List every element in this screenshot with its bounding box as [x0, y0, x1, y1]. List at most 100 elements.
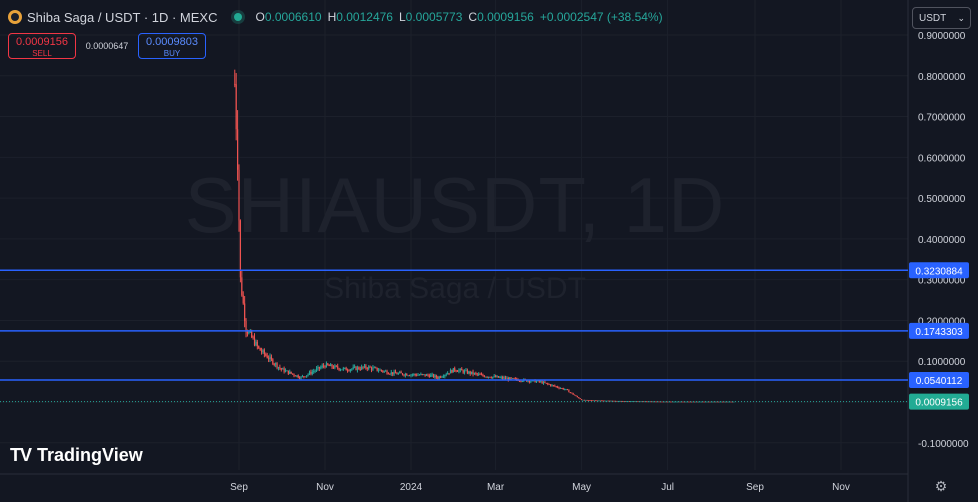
candle-body: [637, 401, 639, 403]
candle-body: [420, 374, 422, 375]
candle-body: [466, 370, 468, 374]
candle-body: [494, 376, 497, 378]
candle-body: [690, 401, 693, 403]
candle-body: [417, 374, 419, 376]
candle-body: [362, 366, 364, 368]
tradingview-wordmark: TradingView: [37, 445, 143, 465]
candle-body: [606, 400, 608, 402]
candle-body: [330, 364, 332, 367]
candle-body: [268, 358, 270, 360]
candle-body: [679, 401, 681, 403]
symbol-title[interactable]: Shiba Saga / USDT · 1D · MEXC: [27, 9, 218, 25]
candle-body: [492, 376, 494, 378]
candle-body: [706, 401, 708, 403]
candle-body: [383, 370, 385, 372]
candle-body: [448, 373, 450, 374]
open-label: O: [255, 10, 265, 24]
symbol-header: Shiba Saga / USDT · 1D · MEXC O0.0006610…: [8, 8, 663, 26]
candle-body: [331, 364, 333, 368]
candle-body: [341, 369, 343, 371]
low-value: 0.0005773: [405, 10, 463, 24]
candle-body: [596, 400, 598, 402]
candle-body: [513, 378, 515, 379]
candle-body: [599, 400, 601, 402]
candle-body: [509, 377, 511, 380]
candle-body: [361, 366, 363, 370]
candle-body: [317, 366, 319, 369]
candle-body: [655, 401, 657, 403]
candle-body: [669, 401, 672, 403]
candle-body: [518, 380, 521, 382]
sell-button[interactable]: 0.0009156 SELL: [8, 33, 76, 59]
candle-body: [313, 371, 315, 373]
candle-body: [719, 401, 721, 403]
currency-select[interactable]: USDT ⌄: [912, 7, 971, 29]
candle-body: [416, 374, 418, 376]
candle-body: [258, 346, 260, 349]
candle-body: [297, 375, 299, 378]
candle-body: [245, 320, 247, 332]
candle-body: [345, 367, 347, 371]
candle-body: [672, 401, 674, 403]
gear-icon[interactable]: ⚙: [934, 478, 948, 494]
candle-body: [322, 365, 325, 367]
candle-body: [490, 377, 492, 379]
candle-body: [269, 356, 271, 360]
candle-body: [379, 369, 381, 371]
candle-body: [337, 366, 339, 369]
candle-body: [619, 400, 621, 402]
tradingview-logo[interactable]: TV TradingView: [10, 445, 143, 466]
candle-body: [578, 397, 580, 399]
candle-body: [373, 367, 375, 369]
candle-body: [717, 401, 719, 403]
candle-body: [510, 377, 512, 379]
candle-body: [307, 374, 309, 376]
candle-body: [441, 376, 443, 378]
candle-body: [483, 375, 485, 377]
candle-body: [609, 400, 611, 402]
candle-body: [521, 381, 523, 382]
candle-body: [709, 401, 711, 403]
market-status-icon[interactable]: [233, 13, 242, 21]
x-axis-tick-label: Sep: [230, 482, 248, 493]
candle-body: [461, 368, 463, 371]
candle-body: [406, 373, 408, 376]
candle-body: [369, 366, 371, 368]
candle-body: [428, 375, 430, 377]
candle-body: [607, 400, 609, 402]
candle-body: [385, 370, 387, 372]
candle-body: [486, 376, 488, 378]
candle-body: [325, 363, 328, 368]
sell-label: SELL: [32, 49, 52, 58]
candle-body: [582, 399, 584, 401]
candle-body: [571, 392, 573, 394]
candle-body: [573, 394, 576, 396]
candle-body: [568, 390, 570, 393]
candle-body: [456, 371, 459, 372]
candle-body: [321, 365, 323, 368]
candle-body: [355, 366, 357, 371]
candle-body: [647, 401, 649, 403]
candle-body: [342, 368, 344, 370]
candle-body: [279, 367, 281, 369]
candle-body: [506, 377, 508, 379]
buy-button[interactable]: 0.0009803 BUY: [138, 33, 206, 59]
candle-body: [311, 371, 313, 374]
candle-body: [535, 381, 538, 383]
candle-body: [597, 400, 600, 402]
candle-body: [514, 378, 516, 380]
candle-body: [447, 373, 449, 375]
candle-body: [266, 355, 268, 359]
candle-body: [631, 401, 633, 403]
candle-body: [411, 374, 414, 376]
candle-body: [579, 398, 581, 400]
candle-body: [496, 376, 498, 378]
candle-body: [575, 395, 577, 397]
candle-body: [387, 373, 390, 375]
tradingview-mark-icon: TV: [10, 445, 32, 465]
y-axis-tick-label: 0.7000000: [918, 113, 966, 124]
candle-body: [645, 401, 648, 403]
candle-body: [624, 401, 626, 402]
last-price-label: 0.0009156: [915, 398, 963, 409]
